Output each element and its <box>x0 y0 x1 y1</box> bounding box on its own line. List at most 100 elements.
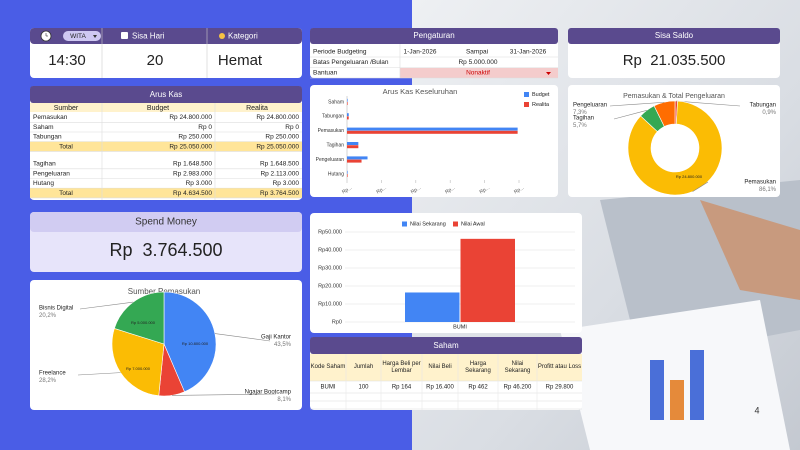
chart-title: Pemasukan & Total Pengeluaran <box>623 93 725 100</box>
legend-swatch <box>524 92 529 97</box>
row-label: Tabungan <box>33 134 62 141</box>
budget-cell: Rp 2.983.000 <box>173 170 212 177</box>
slice <box>111 328 165 397</box>
table-cell: Rp 164 <box>392 385 412 391</box>
header-bar <box>568 28 780 44</box>
slice-label: Pengeluaran <box>573 103 607 109</box>
time: 14:30 <box>48 52 86 69</box>
leader-line <box>613 110 647 120</box>
legend-swatch <box>453 221 458 227</box>
slice-value-label: Rp 10.800.000 <box>182 341 209 346</box>
y-tick-label: Rp0 <box>332 319 342 325</box>
bar <box>347 98 348 102</box>
setting-value: Rp 5.000.000 <box>458 59 497 66</box>
bar <box>347 113 349 117</box>
realita-cell: Rp 0 <box>285 124 299 131</box>
kategori-label: Kategori <box>228 32 258 41</box>
setting-value: 1-Jan-2026 <box>404 49 437 56</box>
table-title: Saham <box>433 341 459 350</box>
photo-bar <box>650 360 664 420</box>
card <box>310 85 558 197</box>
slice-percent: 0,9% <box>762 110 776 116</box>
column-header: Realita <box>246 105 268 112</box>
y-tick-label: Tagihan <box>326 143 344 149</box>
column-header-box: Kode Saham <box>311 364 346 370</box>
bar <box>347 170 348 174</box>
realita-cell: Rp 3.764.500 <box>260 190 299 197</box>
y-tick-label: Rp40.000 <box>318 247 342 253</box>
y-tick-label: Rp10.000 <box>318 301 342 307</box>
column-header-box: Nilai Sekarang <box>505 361 531 374</box>
y-tick-label: Hutang <box>328 171 344 177</box>
realita-cell: Rp 24.800.000 <box>256 114 299 121</box>
realita-cell: Rp 25.050.000 <box>256 143 299 150</box>
slice-value-label: Rp 5.000.000 <box>131 320 156 325</box>
row-label: Tagihan <box>33 161 56 168</box>
y-tick-label: Rp50.000 <box>318 229 342 235</box>
leader-line <box>214 333 271 342</box>
budget-cell: Rp 0 <box>198 124 212 131</box>
column-header-row <box>310 354 582 381</box>
column-header: Harga Beli per Lembar <box>382 360 421 374</box>
slice-value-label: Rp 24.800.000 <box>676 174 703 179</box>
panel-title: Sisa Saldo <box>655 31 694 40</box>
x-tick-label: BUMI <box>453 324 467 330</box>
money-icon <box>219 33 225 39</box>
table-cell: 100 <box>358 385 369 391</box>
slice-label: Freelance <box>39 371 66 377</box>
row-label: Pengeluaran <box>33 170 70 177</box>
kategori: Hemat <box>218 52 263 69</box>
y-tick-label: Rp30.000 <box>318 265 342 271</box>
chart-title: Sumber Pemasukan <box>128 287 200 296</box>
column-header-box: Jumlah <box>354 364 373 370</box>
timezone: WITA <box>70 33 86 40</box>
row-label: Hutang <box>33 180 54 187</box>
legend-label: Nilai Awal <box>461 221 485 227</box>
table-title: Arus Kas <box>150 90 182 99</box>
page-number: 4 <box>754 405 759 415</box>
column-header: Sumber <box>54 105 79 112</box>
bar <box>347 145 359 149</box>
y-tick-label: Pemasukan <box>318 128 345 134</box>
y-tick-label: Pengeluaran <box>316 157 345 163</box>
calendar-icon <box>121 32 128 39</box>
bar <box>347 174 348 177</box>
total-label: Total <box>59 143 73 150</box>
dropdown-arrow <box>546 72 551 75</box>
leader-line <box>692 181 709 192</box>
table-cell: Rp 16.400 <box>426 385 454 391</box>
total-label: Total <box>59 190 73 197</box>
x-tick-label: Rp... <box>444 185 456 195</box>
slice-percent: 8,1% <box>277 397 291 403</box>
realita-cell: Rp 1.648.500 <box>260 161 299 168</box>
timezone-dropdown <box>63 31 101 41</box>
sisa-hari: 20 <box>147 52 164 69</box>
table-cell: Rp 29.800 <box>546 385 574 391</box>
column-header: Profitt atau Loss <box>537 364 582 370</box>
legend-swatch <box>402 221 407 227</box>
total-row <box>30 141 302 152</box>
realita-cell: Rp 2.113.000 <box>260 170 299 177</box>
photo-hand <box>700 200 800 300</box>
slice-label: Gaji Kantor <box>261 335 291 341</box>
panel-title: Spend Money <box>135 217 197 228</box>
header-bar <box>310 28 558 44</box>
leader-line <box>79 301 134 310</box>
y-tick-label: Rp20.000 <box>318 283 342 289</box>
slice-label: Bisnis Digital <box>39 306 73 312</box>
column-header: Harga Sekarang <box>465 360 491 374</box>
realita-cell: Rp 250.000 <box>265 134 299 141</box>
setting-label: Batas Pengeluaran /Bulan <box>313 59 389 66</box>
x-tick-label: Rp... <box>341 185 353 195</box>
setting-label: Periode Budgeting <box>313 49 367 56</box>
x-tick-label: Rp... <box>375 185 387 195</box>
setting-value: Nonaktif <box>466 70 490 77</box>
slice-label: Tabungan <box>750 103 776 109</box>
column-header-box: Nilai Beli <box>428 364 451 370</box>
slice-label: Pemasukan <box>744 180 776 186</box>
chart-title: Arus Kas Keseluruhan <box>383 87 458 96</box>
y-tick-label: Saham <box>328 99 344 105</box>
setting-label: Bantuan <box>313 70 338 77</box>
slice <box>627 100 723 196</box>
setting-value: Sampai <box>466 49 488 56</box>
